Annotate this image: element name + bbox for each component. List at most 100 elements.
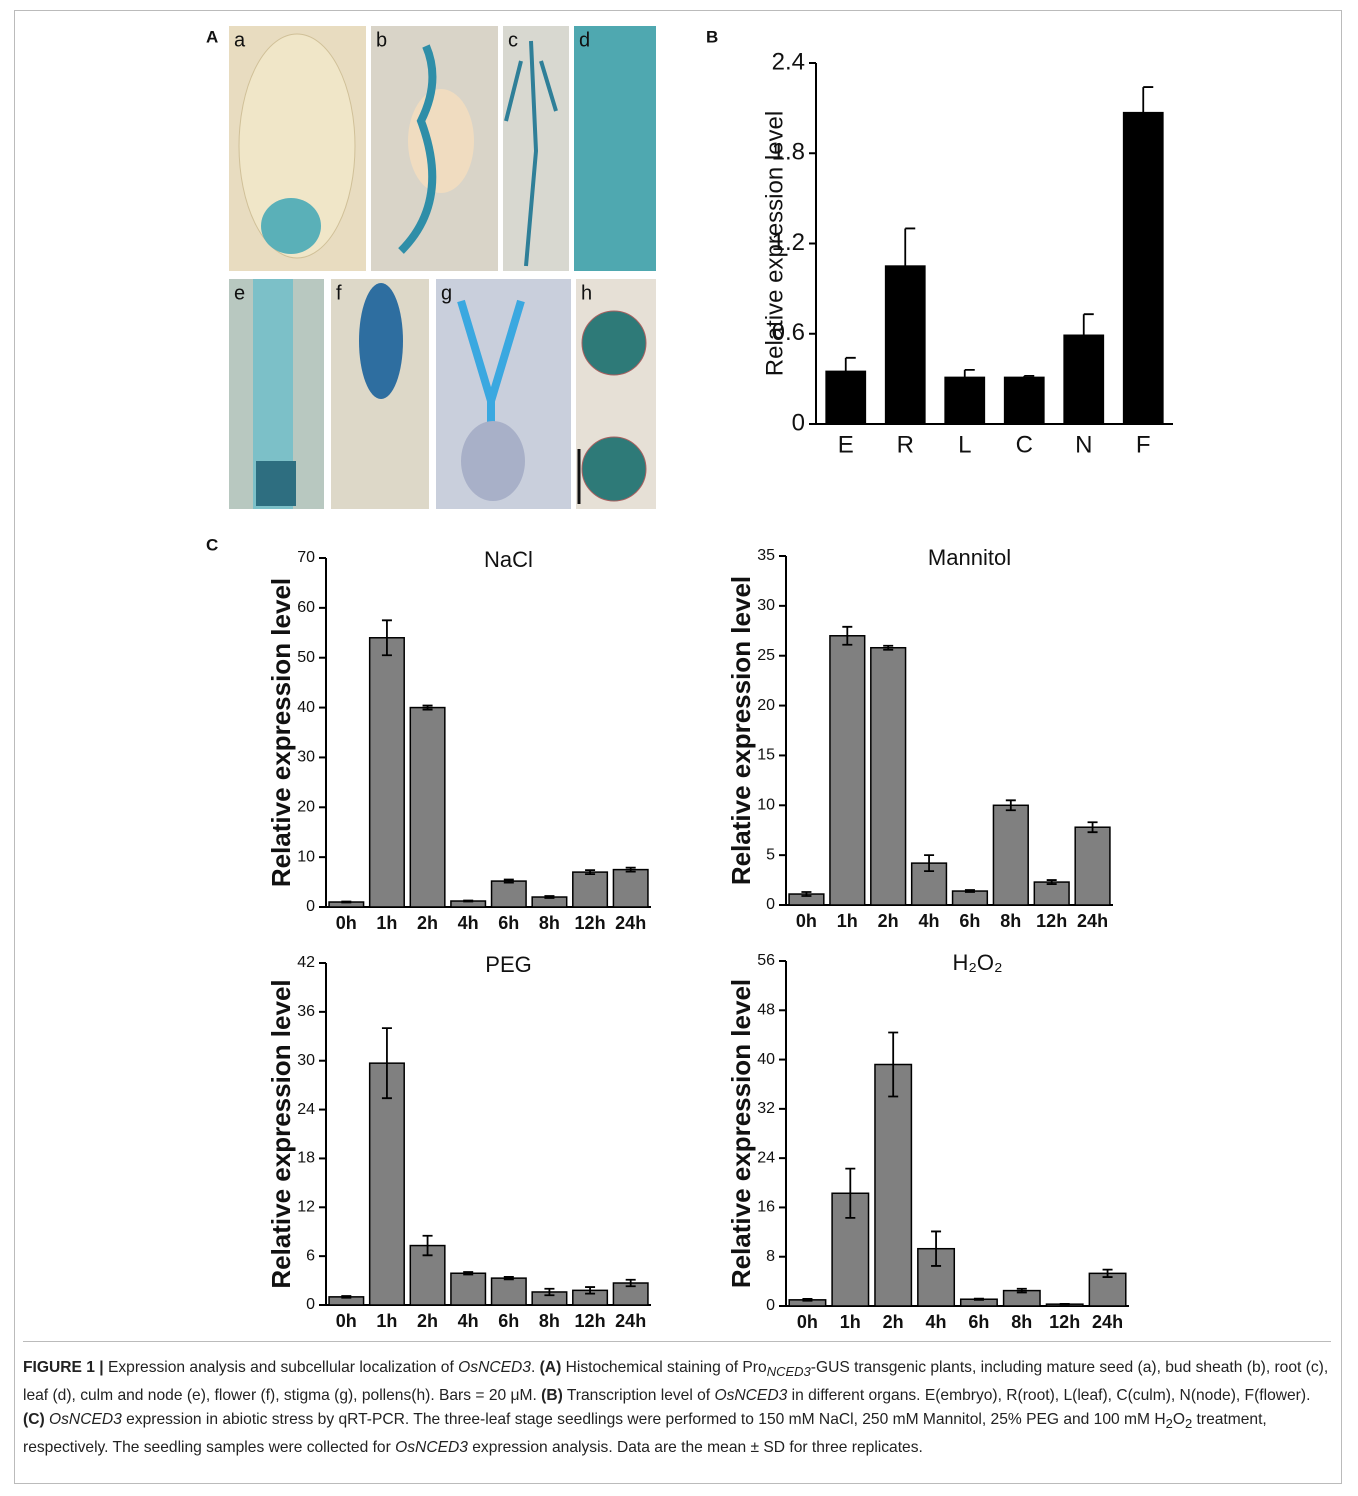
x-tick-label: 24h xyxy=(1077,911,1108,931)
photo-detail xyxy=(461,421,525,501)
caption-run: OsNCED3 xyxy=(395,1439,468,1456)
photo-detail xyxy=(408,89,474,193)
y-tick-label: 12 xyxy=(297,1199,315,1216)
caption-run: OsNCED3 xyxy=(49,1411,122,1428)
caption-run: OsNCED3 xyxy=(714,1387,787,1404)
y-tick-label: 25 xyxy=(757,647,775,664)
photo-label: c xyxy=(508,29,518,51)
x-tick-label: 8h xyxy=(539,913,560,933)
y-tick-label: 0 xyxy=(792,409,805,436)
y-tick-label: 42 xyxy=(297,954,315,971)
x-tick-label: 2h xyxy=(417,1311,438,1331)
error-bar xyxy=(341,902,351,903)
y-tick-label: 6 xyxy=(306,1247,315,1264)
x-tick-label: 2h xyxy=(883,1312,904,1332)
y-tick-label: 30 xyxy=(757,597,775,614)
y-axis-label: Relative expression level xyxy=(266,578,296,887)
y-tick-label: 0 xyxy=(766,1297,775,1314)
photo-label: b xyxy=(376,29,387,51)
x-tick-label: 0h xyxy=(796,911,817,931)
y-tick-label: 24 xyxy=(297,1101,315,1118)
x-tick-label: 1h xyxy=(837,911,858,931)
x-tick-label: 4h xyxy=(458,913,479,933)
x-tick-label: 24h xyxy=(615,913,646,933)
error-bar xyxy=(974,1299,984,1300)
x-tick-label: 2h xyxy=(417,913,438,933)
y-tick-label: 30 xyxy=(297,1052,315,1069)
x-tick-label: 6h xyxy=(498,913,519,933)
photo-label: d xyxy=(579,29,590,51)
y-tick-label: 36 xyxy=(297,1003,315,1020)
x-tick-label: 6h xyxy=(968,1312,989,1332)
y-tick-label: 35 xyxy=(757,547,775,564)
x-tick-label: L xyxy=(958,431,971,458)
bar xyxy=(613,870,648,907)
y-tick-label: 24 xyxy=(757,1149,775,1166)
y-tick-label: 40 xyxy=(757,1051,775,1068)
caption-run: . xyxy=(531,1359,540,1376)
x-tick-label: 0h xyxy=(336,913,357,933)
photo-label: f xyxy=(336,282,342,304)
bar xyxy=(492,1278,527,1305)
photo-detail xyxy=(359,283,403,399)
y-tick-label: 70 xyxy=(297,549,315,566)
x-tick-label: 1h xyxy=(840,1312,861,1332)
x-tick-label: 4h xyxy=(926,1312,947,1332)
photo-detail xyxy=(256,461,296,506)
panel-letter: B xyxy=(706,27,718,46)
photo-label: h xyxy=(581,282,592,304)
x-tick-label: 8h xyxy=(1011,1312,1032,1332)
y-tick-label: 60 xyxy=(297,599,315,616)
bar xyxy=(410,708,445,907)
chart-title: H₂O₂ xyxy=(952,950,1002,975)
bar xyxy=(871,648,906,905)
caption-run: O xyxy=(1173,1411,1185,1428)
bar xyxy=(953,891,988,905)
x-tick-label: 0h xyxy=(336,1311,357,1331)
photo-label: e xyxy=(234,282,245,304)
chart-title: NaCl xyxy=(484,547,533,572)
y-tick-label: 8 xyxy=(766,1248,775,1265)
x-tick-label: 1h xyxy=(376,1311,397,1331)
y-tick-label: 20 xyxy=(757,697,775,714)
bar xyxy=(451,1273,486,1305)
caption-run: 2 xyxy=(1166,1416,1173,1431)
figure: A B C abcdefgh00.61.21.82.4Relative expr… xyxy=(14,10,1342,1484)
x-tick-label: R xyxy=(897,431,914,458)
x-tick-label: E xyxy=(838,431,854,458)
photo xyxy=(574,26,656,271)
bar xyxy=(1075,827,1110,905)
caption-run: OsNCED3 xyxy=(458,1359,531,1376)
caption-run: expression in abiotic stress by qRT-PCR.… xyxy=(122,1411,1166,1428)
x-tick-label: F xyxy=(1136,431,1151,458)
error-bar xyxy=(1060,1304,1070,1305)
bar xyxy=(1034,882,1069,905)
bar xyxy=(875,1065,911,1307)
photo-label: g xyxy=(441,282,452,304)
x-tick-label: C xyxy=(1016,431,1033,458)
bar xyxy=(993,805,1028,905)
y-tick-label: 56 xyxy=(757,952,775,969)
x-tick-label: 6h xyxy=(498,1311,519,1331)
x-tick-label: 1h xyxy=(376,913,397,933)
y-tick-label: 50 xyxy=(297,649,315,666)
caption-run: (B) xyxy=(541,1387,563,1404)
caption-run: (C) xyxy=(23,1411,45,1428)
photo-detail xyxy=(582,437,646,501)
x-tick-label: 8h xyxy=(539,1311,560,1331)
panel-letter: A xyxy=(206,27,218,46)
y-tick-label: 10 xyxy=(297,848,315,865)
x-tick-label: N xyxy=(1075,431,1092,458)
y-tick-label: 0 xyxy=(306,1296,315,1313)
caption-run: Histochemical staining of Pro xyxy=(561,1359,766,1376)
caption: FIGURE 1 | Expression analysis and subce… xyxy=(23,1341,1331,1460)
x-tick-label: 4h xyxy=(458,1311,479,1331)
caption-run: Transcription level of xyxy=(563,1387,715,1404)
y-axis-label: Relative expression level xyxy=(761,111,788,376)
x-tick-label: 6h xyxy=(959,911,980,931)
bar xyxy=(830,636,865,905)
y-tick-label: 40 xyxy=(297,699,315,716)
bar xyxy=(492,881,527,907)
x-tick-label: 0h xyxy=(797,1312,818,1332)
